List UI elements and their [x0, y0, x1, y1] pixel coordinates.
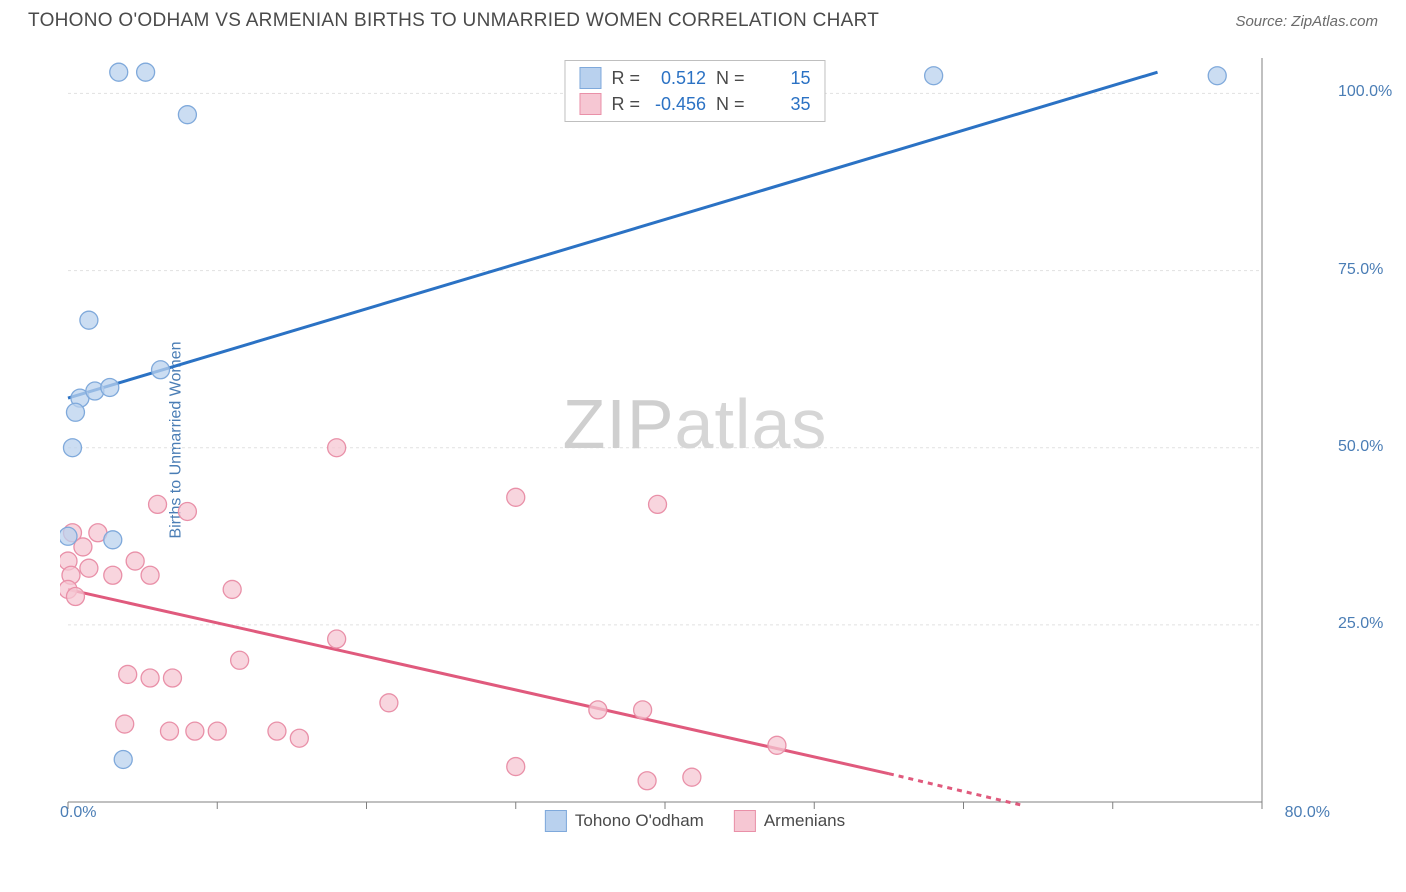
y-tick-label: 50.0% [1338, 438, 1398, 456]
legend-item-series-1: Armenians [734, 810, 845, 832]
legend-label: Tohono O'odham [575, 811, 704, 831]
legend-label: Armenians [764, 811, 845, 831]
chart-area: Births to Unmarried Women ZIPatlas R = 0… [60, 50, 1330, 830]
n-label: N = [716, 68, 745, 89]
n-label: N = [716, 94, 745, 115]
n-value: 15 [755, 68, 811, 89]
legend-row-series-0: R = 0.512 N = 15 [579, 65, 810, 91]
r-value: -0.456 [650, 94, 706, 115]
scatter-plot [60, 50, 1330, 830]
y-tick-label: 25.0% [1338, 615, 1398, 633]
r-label: R = [611, 68, 640, 89]
swatch-icon [579, 67, 601, 89]
n-value: 35 [755, 94, 811, 115]
y-tick-label: 100.0% [1338, 83, 1398, 101]
x-max-label: 80.0% [1285, 804, 1330, 822]
y-tick-label: 75.0% [1338, 261, 1398, 279]
legend-row-series-1: R = -0.456 N = 35 [579, 91, 810, 117]
r-value: 0.512 [650, 68, 706, 89]
swatch-icon [579, 93, 601, 115]
x-min-label: 0.0% [60, 804, 96, 822]
correlation-legend: R = 0.512 N = 15 R = -0.456 N = 35 [564, 60, 825, 122]
swatch-icon [545, 810, 567, 832]
source-attribution: Source: ZipAtlas.com [1235, 13, 1378, 30]
chart-title: TOHONO O'ODHAM VS ARMENIAN BIRTHS TO UNM… [28, 10, 879, 32]
r-label: R = [611, 94, 640, 115]
swatch-icon [734, 810, 756, 832]
legend-item-series-0: Tohono O'odham [545, 810, 704, 832]
series-legend: Tohono O'odham Armenians [545, 810, 845, 832]
